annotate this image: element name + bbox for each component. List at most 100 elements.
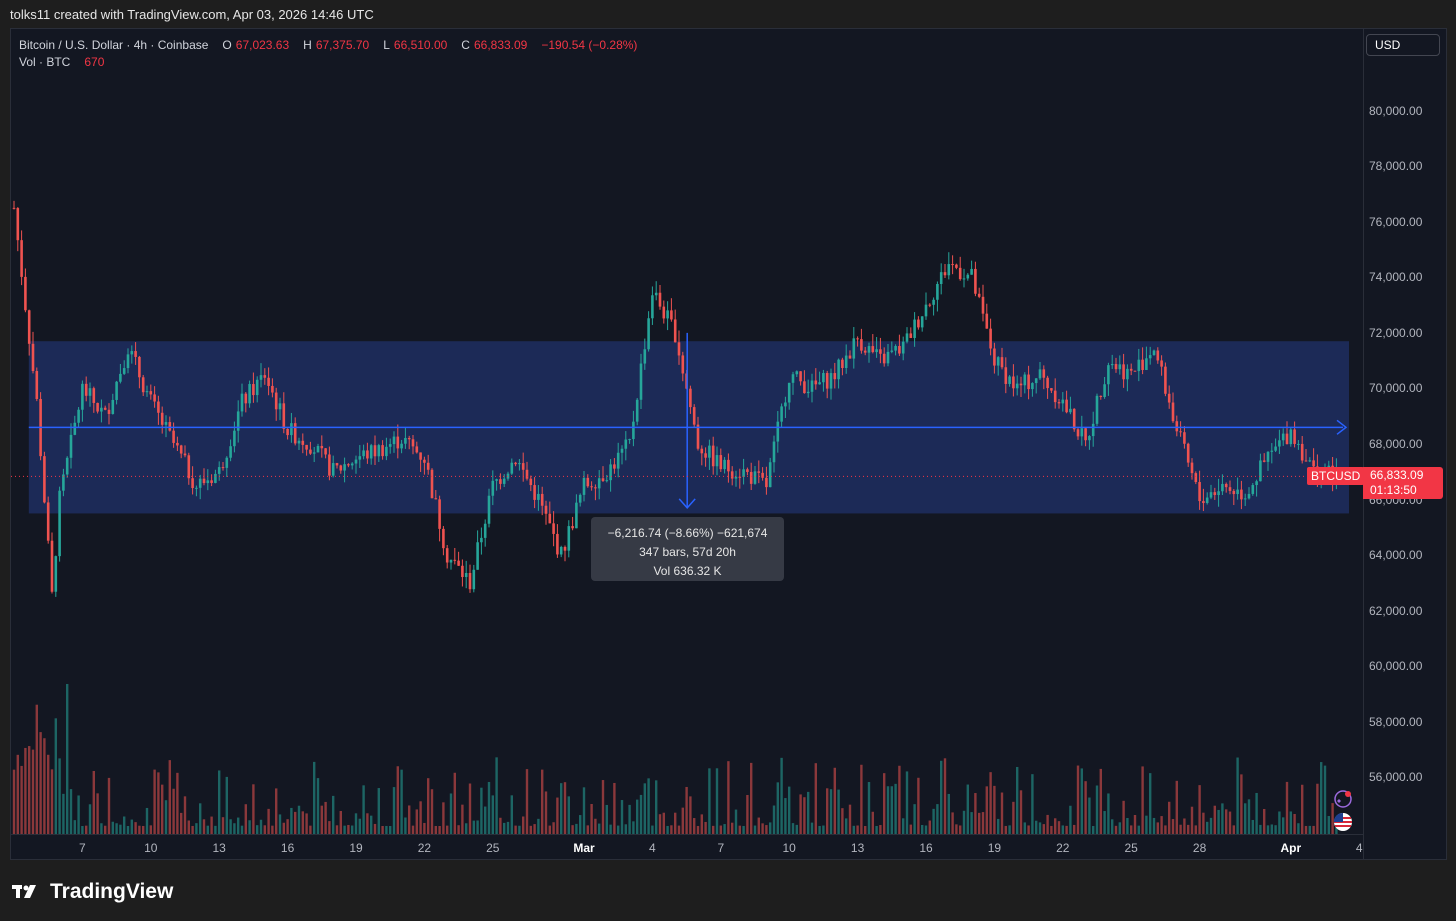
volume-bar — [1050, 825, 1053, 834]
volume-bar — [1327, 816, 1330, 834]
candle-body — [776, 421, 780, 442]
candle-body — [730, 471, 734, 479]
symbol-price-tag: BTCUSD — [1307, 467, 1365, 486]
sparkle-icon[interactable] — [1333, 789, 1353, 809]
volume-bar — [795, 824, 798, 834]
volume-bar — [92, 770, 95, 834]
volume-bar — [905, 771, 909, 834]
volume-bar — [643, 783, 646, 834]
volume-bar — [1152, 817, 1156, 834]
candle-body — [841, 359, 844, 369]
volume-bar — [362, 785, 365, 834]
candle-body — [928, 304, 932, 306]
candle-body — [848, 355, 852, 359]
price-tick-label: 64,000.00 — [1369, 548, 1423, 563]
candle-body — [1057, 402, 1061, 404]
candle-body — [689, 388, 692, 408]
volume-bar — [282, 822, 285, 834]
volume-bar — [712, 825, 715, 834]
candle-body — [445, 548, 449, 563]
tradingview-logo[interactable]: TradingView — [12, 880, 173, 904]
volume-bar — [1137, 825, 1140, 834]
brand-name: TradingView — [50, 880, 174, 903]
volume-bar — [1190, 806, 1194, 834]
volume-bar — [769, 822, 772, 834]
volume-bar — [962, 810, 966, 834]
candle-body — [77, 409, 80, 423]
volume-bar — [183, 796, 187, 834]
volume-bar — [332, 795, 335, 834]
candle-body — [1133, 370, 1137, 372]
candle-body — [1103, 384, 1106, 397]
volume-bar — [202, 819, 206, 834]
candle-body — [594, 487, 597, 489]
price-axis-divider — [1363, 29, 1364, 859]
volume-bar — [510, 795, 513, 834]
volume-bar — [28, 746, 31, 834]
candle-body — [939, 272, 943, 285]
candle-body — [138, 356, 141, 378]
volume-bar — [134, 822, 137, 834]
candle-body — [882, 353, 886, 364]
candle-body — [1312, 460, 1315, 467]
volume-bar — [879, 825, 882, 834]
candle-body — [297, 440, 301, 444]
candle-body — [943, 272, 947, 276]
time-tick-label: 4 — [649, 841, 656, 855]
volume-bar — [742, 825, 745, 834]
candle-body — [1164, 366, 1167, 394]
candle-body — [761, 472, 764, 478]
candle-body — [282, 403, 286, 429]
candle-body — [833, 373, 837, 380]
chart-canvas[interactable] — [11, 29, 1447, 860]
volume-bar — [556, 797, 559, 834]
candle-body — [491, 480, 495, 496]
candle-body — [1198, 482, 1201, 502]
us-flag-icon[interactable] — [1333, 812, 1353, 832]
candle-body — [244, 393, 248, 404]
candle-body — [119, 373, 122, 382]
volume-bar — [689, 796, 692, 834]
candle-body — [195, 487, 198, 489]
volume-bar — [343, 825, 346, 834]
volume-label[interactable]: Vol · BTC — [19, 54, 71, 69]
volume-bar — [1035, 820, 1038, 834]
volume-bar — [723, 824, 726, 834]
currency-button[interactable]: USD — [1366, 34, 1440, 56]
volume-bar — [271, 825, 274, 834]
candle-body — [487, 495, 491, 524]
volume-bar — [237, 817, 240, 834]
volume-bar — [1175, 780, 1178, 834]
volume-bar — [252, 784, 255, 834]
candle-body — [464, 572, 468, 578]
volume-bar — [66, 683, 69, 834]
candle-body — [480, 537, 483, 543]
candle-body — [810, 380, 814, 392]
symbol-description[interactable]: Bitcoin / U.S. Dollar · 4h · Coinbase — [19, 37, 209, 52]
volume-bar — [77, 795, 80, 834]
candle-body — [639, 363, 643, 400]
volume-bar — [366, 813, 369, 834]
time-tick-label: 4 — [1355, 841, 1363, 855]
candle-body — [502, 478, 506, 484]
candle-body — [1270, 450, 1274, 452]
volume-bar — [1278, 811, 1281, 834]
candle-body — [894, 346, 897, 351]
volume-bar — [168, 760, 171, 834]
candle-body — [442, 528, 445, 549]
volume-bar — [1076, 765, 1080, 834]
volume-bar — [1301, 784, 1304, 834]
candle-body — [335, 463, 339, 466]
candle-body — [829, 373, 833, 389]
volume-bar — [1251, 819, 1254, 834]
volume-bar — [142, 825, 145, 834]
candle-body — [540, 493, 544, 506]
candle-body — [324, 448, 327, 455]
volume-bar — [153, 769, 156, 834]
time-tick-label: 22 — [1056, 841, 1070, 855]
candle-body — [252, 384, 255, 396]
volume-bar — [1274, 825, 1277, 834]
candle-body — [381, 445, 384, 457]
volume-bar — [1141, 766, 1144, 834]
